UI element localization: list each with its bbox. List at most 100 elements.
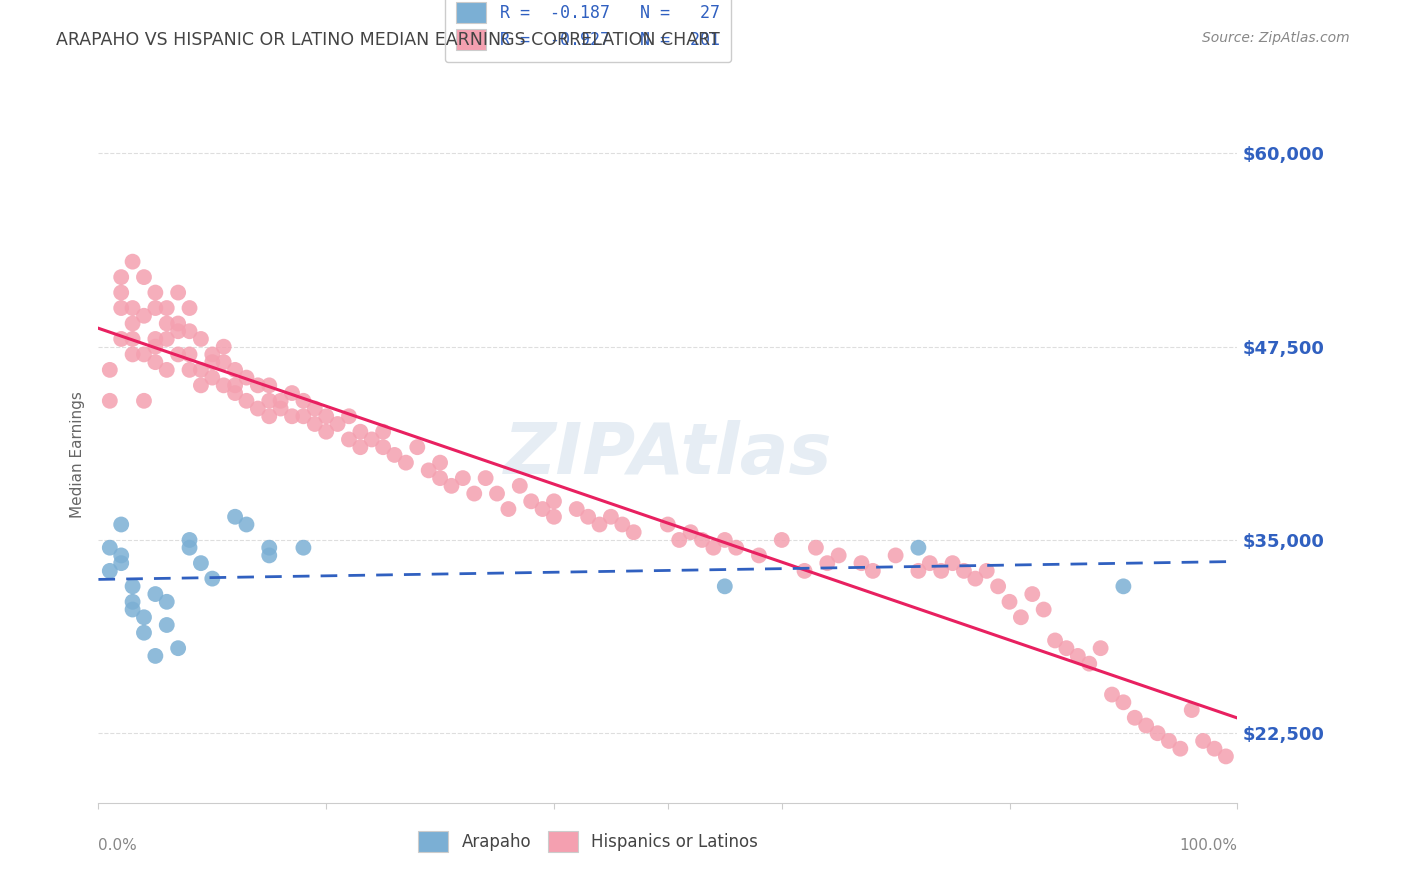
- Point: [145, 340, 167, 354]
- Point: [121, 332, 143, 346]
- Point: [110, 301, 132, 315]
- Point: [1135, 718, 1157, 732]
- Point: [337, 433, 360, 447]
- Point: [167, 317, 190, 331]
- Point: [132, 393, 155, 408]
- Point: [714, 533, 737, 547]
- Point: [690, 533, 713, 547]
- Point: [486, 486, 509, 500]
- Point: [679, 525, 702, 540]
- Point: [429, 456, 451, 470]
- Point: [110, 270, 132, 285]
- Point: [942, 556, 965, 570]
- Point: [565, 502, 588, 516]
- Point: [179, 324, 201, 338]
- Point: [132, 309, 155, 323]
- Point: [167, 324, 190, 338]
- Point: [1021, 587, 1043, 601]
- Point: [270, 401, 292, 416]
- Point: [179, 541, 201, 555]
- Point: [623, 525, 645, 540]
- Point: [793, 564, 815, 578]
- Point: [235, 517, 257, 532]
- Point: [145, 587, 167, 601]
- Point: [132, 625, 155, 640]
- Point: [1101, 688, 1123, 702]
- Point: [98, 363, 121, 377]
- Point: [828, 549, 851, 563]
- Point: [121, 579, 143, 593]
- Point: [1215, 749, 1237, 764]
- Point: [212, 378, 235, 392]
- Point: [429, 471, 451, 485]
- Point: [1146, 726, 1168, 740]
- Point: [1054, 641, 1078, 656]
- Point: [167, 347, 190, 361]
- Point: [702, 541, 724, 555]
- Point: [862, 564, 884, 578]
- Point: [600, 509, 623, 524]
- Point: [121, 602, 143, 616]
- Point: [474, 471, 496, 485]
- Point: [1112, 579, 1135, 593]
- Point: [907, 564, 929, 578]
- Point: [121, 595, 143, 609]
- Point: [748, 549, 770, 563]
- Point: [132, 270, 155, 285]
- Point: [371, 425, 394, 439]
- Point: [179, 347, 201, 361]
- Point: [259, 541, 281, 555]
- Point: [1170, 741, 1192, 756]
- Point: [1181, 703, 1204, 717]
- Point: [190, 378, 212, 392]
- Point: [246, 378, 269, 392]
- Y-axis label: Median Earnings: Median Earnings: [69, 392, 84, 518]
- Point: [1010, 610, 1032, 624]
- Point: [1192, 734, 1215, 748]
- Point: [212, 355, 235, 369]
- Text: Source: ZipAtlas.com: Source: ZipAtlas.com: [1202, 31, 1350, 45]
- Text: ARAPAHO VS HISPANIC OR LATINO MEDIAN EARNINGS CORRELATION CHART: ARAPAHO VS HISPANIC OR LATINO MEDIAN EAR…: [56, 31, 720, 49]
- Point: [520, 494, 543, 508]
- Point: [384, 448, 406, 462]
- Point: [224, 386, 246, 401]
- Point: [270, 393, 292, 408]
- Point: [657, 517, 679, 532]
- Point: [235, 370, 257, 384]
- Point: [259, 378, 281, 392]
- Point: [121, 347, 143, 361]
- Point: [110, 332, 132, 346]
- Point: [201, 355, 224, 369]
- Point: [315, 409, 337, 424]
- Point: [588, 517, 610, 532]
- Point: [259, 549, 281, 563]
- Point: [132, 610, 155, 624]
- Point: [851, 556, 873, 570]
- Point: [156, 618, 179, 632]
- Point: [156, 332, 179, 346]
- Point: [1043, 633, 1066, 648]
- Point: [1032, 602, 1054, 616]
- Point: [292, 409, 315, 424]
- Point: [156, 363, 179, 377]
- Point: [1204, 741, 1226, 756]
- Point: [224, 378, 246, 392]
- Point: [953, 564, 976, 578]
- Point: [360, 433, 382, 447]
- Point: [259, 393, 281, 408]
- Point: [167, 285, 190, 300]
- Point: [418, 463, 440, 477]
- Point: [179, 301, 201, 315]
- Point: [987, 579, 1010, 593]
- Point: [292, 541, 315, 555]
- Point: [121, 301, 143, 315]
- Point: [463, 486, 485, 500]
- Point: [531, 502, 554, 516]
- Point: [1157, 734, 1180, 748]
- Point: [315, 425, 337, 439]
- Text: 100.0%: 100.0%: [1180, 838, 1237, 853]
- Point: [349, 425, 371, 439]
- Point: [156, 317, 179, 331]
- Point: [1090, 641, 1112, 656]
- Point: [190, 332, 212, 346]
